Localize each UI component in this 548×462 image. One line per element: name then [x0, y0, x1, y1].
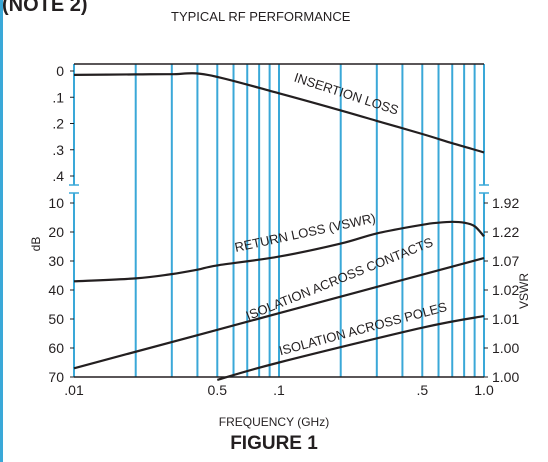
- y-tick-label: .3: [52, 142, 64, 158]
- y-tick-label: .2: [52, 116, 64, 132]
- y-tick-label: 30: [48, 253, 64, 269]
- x-tick-label: .1: [273, 382, 285, 398]
- y2-tick-label: 1.01: [492, 311, 519, 327]
- y2-tick-label: 1.00: [492, 369, 519, 385]
- y2-tick-label: 1.02: [492, 282, 519, 298]
- series-label-insertion-loss: INSERTION LOSS: [292, 70, 400, 118]
- y-tick-label: 0: [56, 63, 64, 79]
- axis-break-gap: [68, 185, 80, 193]
- y2-tick-label: 1.92: [492, 195, 519, 211]
- y-tick-label: 20: [48, 224, 64, 240]
- vertical-gridlines: [136, 64, 475, 377]
- y-tick-label: 70: [48, 369, 64, 385]
- x-tick-label: .01: [64, 382, 84, 398]
- axis-break-gap: [478, 185, 490, 193]
- y-tick-label: 50: [48, 311, 64, 327]
- y2-tick-label: 1.22: [492, 224, 519, 240]
- x-tick-label: 0.5: [208, 382, 228, 398]
- y-tick-label: 10: [48, 195, 64, 211]
- x-tick-label: .5: [416, 382, 428, 398]
- y2-tick-label: 1.07: [492, 253, 519, 269]
- y2-axis-label: VSWR: [517, 273, 531, 309]
- y-tick-label: 60: [48, 340, 64, 356]
- y-tick-label: .4: [52, 168, 64, 184]
- y-tick-label: .1: [52, 89, 64, 105]
- y2-tick-label: 1.00: [492, 340, 519, 356]
- x-axis-label: FREQUENCY (GHz): [0, 415, 548, 429]
- series-label-return-loss-vswr: RETURN LOSS (VSWR): [233, 210, 377, 255]
- x-tick-label: 1.0: [474, 382, 494, 398]
- y-tick-label: 40: [48, 282, 64, 298]
- y-axis-label: dB: [29, 237, 43, 252]
- figure-caption: FIGURE 1: [0, 433, 548, 455]
